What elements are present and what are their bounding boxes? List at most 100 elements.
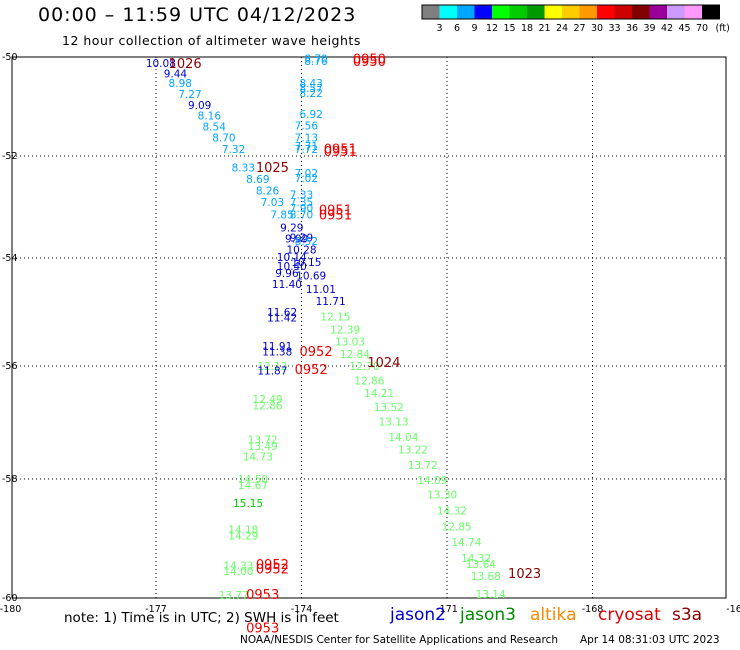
y-tick-label: -54 [2,253,18,264]
colorbar-swatch [579,5,597,19]
wave-height-label: 9.29 [290,233,313,245]
wave-height-label: 12.49 [253,394,283,406]
wave-height-label: 10.69 [296,270,326,282]
colorbar-tick-label: 21 [538,23,550,34]
colorbar-tick-label: 36 [626,23,638,34]
wave-height-label: 11.38 [262,346,292,358]
colorbar-swatch [422,5,440,19]
wave-height-label: 12.12 [257,361,287,373]
wave-height-label: 11.62 [267,307,297,319]
wave-height-label: 13.30 [427,489,457,501]
colorbar-tick-label: 42 [661,23,673,34]
colorbar-swatch [597,5,615,19]
colorbar-tick-label: 9 [471,23,477,34]
colorbar-tick-label: 6 [454,23,460,34]
wave-height-label: 7.13 [295,133,318,145]
wave-height-label: 7.56 [295,120,319,132]
pass-time-label: 0952 [256,558,289,573]
wave-height-label: 14.00 [223,566,253,578]
wave-height-label: 12.84 [340,349,370,361]
y-tick-label: -60 [2,593,18,604]
pass-time-label: 0951 [319,204,352,219]
pass-time-label: 0953 [246,588,279,603]
colorbar-tick-label: 3 [436,23,442,34]
chart-title: 00:00 – 11:59 UTC 04/12/2023 [38,4,357,26]
pass-time-label: 0951 [324,145,357,160]
wave-height-label: 14.21 [364,388,394,400]
wave-height-label: 14.32 [437,506,467,518]
pass-time-label: 0951 [319,209,352,224]
wave-height-label: 11.71 [316,296,346,308]
wave-height-label: 7.85 [270,210,293,222]
wave-height-label: 9.96 [275,268,299,280]
y-tick-label: -50 [2,52,18,63]
pass-time-label: 0952 [300,345,333,360]
colorbar-unit: (ft) [716,23,730,34]
pass-time-label: 0953 [246,622,279,637]
wave-height-label: 7.90 [290,203,313,215]
wave-height-label: 8.33 [232,163,255,175]
wave-height-label: 8.52 [295,236,318,248]
wave-height-label: 11.87 [257,366,287,378]
pass-time-label: 0951 [324,143,357,158]
wave-height-label: 13.68 [471,571,501,583]
colorbar-swatch [439,5,457,19]
colorbar-tick-label: 12 [486,23,498,34]
wave-height-label: 13.49 [248,441,278,453]
colorbar-swatch [492,5,510,19]
colorbar-border [421,4,720,20]
colorbar-tick-label: 70 [696,23,708,34]
colorbar-tick-label: 24 [556,23,568,34]
wave-height-label: 8.22 [300,88,323,100]
pass-time-label: 0950 [353,55,386,70]
wave-height-label: 8.26 [256,186,280,198]
colorbar-swatch [474,5,492,19]
y-tick-label: -56 [2,361,18,372]
wave-height-label: 10.14 [277,252,307,264]
wave-height-label: 8.57 [300,83,323,95]
wave-height-label: 11.40 [272,279,302,291]
pass-time-label: 0950 [353,52,386,67]
footnote: note: 1) Time is in UTC; 2) SWH is in fe… [64,610,339,626]
colorbar-swatch [684,5,702,19]
colorbar-tick-label: 27 [573,23,585,34]
wave-height-label: 9.99 [285,234,308,246]
wave-height-label: 13.13 [379,416,409,428]
wave-height-label: 14.04 [388,432,418,444]
pass-time-label: 1026 [169,57,202,72]
colorbar-swatch [457,5,475,19]
wave-height-label: 8.70 [304,53,327,65]
colorbar-tick-label: 39 [643,23,655,34]
colorbar-tick-label: 18 [521,23,533,34]
plot-frame [11,56,727,599]
y-tick-label: -52 [2,151,18,162]
legend-cryosat: cryosat [598,605,661,625]
colorbar-tick-label: 15 [503,23,515,34]
wave-height-label: 7.02 [295,168,318,180]
wave-height-label: 14.73 [243,451,273,463]
wave-height-label: 8.69 [246,174,269,186]
colorbar-swatch [667,5,685,19]
wave-height-label: 8.16 [198,110,222,122]
pass-time-label: 0952 [256,562,289,577]
pass-time-label: 0952 [295,363,328,378]
colorbar-swatch [702,5,720,19]
wave-height-label: 13.52 [374,402,404,414]
legend-jason3: jason3 [460,605,516,625]
wave-height-label: 9.09 [188,100,211,112]
wave-height-label: 14.67 [238,480,268,492]
wave-height-label: 8.43 [300,78,323,90]
colorbar-tick-label: 30 [591,23,603,34]
colorbar-swatch [509,5,527,19]
wave-height-label: 14.50 [238,474,268,486]
chart-subtitle: 12 hour collection of altimeter wave hei… [62,33,361,48]
pass-time-label: 1025 [256,161,289,176]
pass-time-label: 1023 [508,567,541,582]
wave-height-label: 12.86 [253,401,283,413]
wave-height-label: 7.02 [295,173,318,185]
wave-height-label: 7.03 [261,197,284,209]
wave-height-label: 14.29 [228,531,258,543]
colorbar-swatch [527,5,545,19]
x-tick-label: -171 [436,604,458,615]
credit-line: NOAA/NESDIS Center for Satellite Applica… [240,634,558,646]
